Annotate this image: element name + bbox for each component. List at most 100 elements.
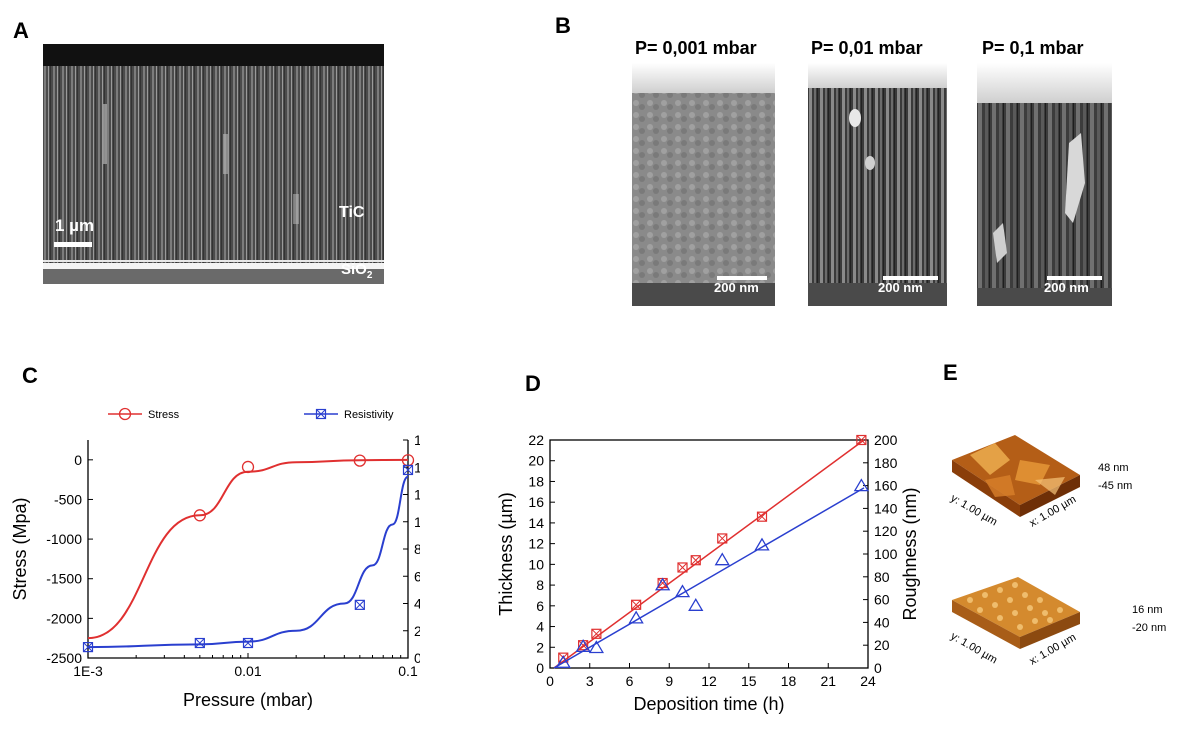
chart-c-y2-tick-label: 10: [414, 514, 420, 530]
chart-d-y2-tick-label: 80: [874, 569, 890, 585]
chart-c-series-0-curve: [87, 458, 409, 640]
chart-c-y-tick-label: -500: [54, 491, 82, 507]
scale-bar-label-b2: 200 nm: [878, 280, 923, 295]
sem-image-a: 1 µm TiC SiO2: [43, 44, 384, 284]
chart-d-y2-tick-label: 160: [874, 478, 898, 494]
chart-d-x-tick-label: 15: [741, 673, 757, 689]
chart-c-point: [241, 460, 255, 474]
afm-map-2-side-right: [1020, 612, 1080, 649]
chart-c-legend-marker: [118, 407, 132, 421]
chart-d-x-tick-label: 24: [860, 673, 876, 689]
chart-c-x-label: Pressure (mbar): [183, 690, 313, 710]
chart-d-y-tick-label: 16: [528, 494, 544, 510]
chart-d-y2-tick-label: 0: [874, 660, 882, 676]
chart-d-x-tick-label: 6: [626, 673, 634, 689]
chart-d-point: [591, 628, 602, 639]
panel-e-label: E: [943, 360, 958, 385]
chart-c-series-1-curve: [87, 475, 409, 649]
chart-d-y2-tick-label: 100: [874, 546, 898, 562]
chart-c-point: [354, 599, 365, 610]
chart-d-point: [754, 537, 770, 551]
chart-c-point: [402, 464, 414, 476]
chart-d-y-tick-label: 12: [528, 536, 544, 552]
sem-image-b1: 200 nm: [632, 63, 775, 306]
chart-c-legend-label: Resistivity: [344, 409, 394, 421]
chart-d-series-1-points: [555, 478, 870, 668]
chart-c-point: [353, 454, 366, 467]
chart-d-y-tick-label: 18: [528, 473, 544, 489]
chart-c-y-tick-label: 0: [74, 452, 82, 468]
chart-d-point: [631, 599, 642, 610]
chart-d-y-tick-label: 20: [528, 453, 544, 469]
chart-d: 0 3 6 9 12 15 18 21 2402468101214161820220204060…: [496, 432, 920, 714]
afm-2-z-max: 16 nm: [1132, 604, 1163, 616]
layer-label-sio2: SiO2: [341, 261, 373, 281]
chart-c-y2-tick-label: 2: [414, 623, 420, 639]
afm-map-2-side-left: [952, 600, 1020, 649]
chart-c-y-label: Stress (Mpa): [10, 497, 30, 600]
afm-1-z-min: -45 nm: [1098, 480, 1132, 492]
chart-c-legend-marker: [315, 408, 327, 420]
chart-d-x-tick-label: 12: [701, 673, 717, 689]
afm-2-y-axis: y: 1.00 µm: [949, 630, 1000, 666]
chart-c: 1E-3 0.01 0.10-500-1000-1500-2000-2500 0246…: [10, 407, 420, 710]
chart-d-y2-label: Roughness (nm): [900, 487, 920, 620]
chart-d-y2-tick-label: 60: [874, 592, 890, 608]
chart-d-y2-tick-label: 180: [874, 455, 898, 471]
sem-image-b2: 200 nm: [808, 63, 947, 306]
chart-d-point: [674, 584, 691, 598]
sem-image-b3-texture: [977, 63, 1112, 306]
chart-d-y-tick-label: 4: [536, 619, 544, 635]
chart-d-point: [555, 655, 571, 668]
chart-c-legend-label: Stress: [148, 409, 180, 421]
chart-d-point: [628, 610, 644, 624]
chart-d-series-0-fit: [553, 439, 865, 669]
chart-c-y-tick-label: -2500: [46, 650, 82, 666]
panel-d-label: D: [525, 371, 541, 396]
chart-d-point: [654, 577, 671, 591]
sem-image-b2-texture: [808, 63, 947, 306]
chart-c-point: [194, 637, 205, 649]
chart-d-y2-tick-label: 200: [874, 432, 898, 448]
chart-c-x-tick-label: 0.01: [234, 663, 261, 679]
sem-b1-title: P= 0,001 mbar: [635, 38, 757, 58]
chart-d-x-label: Deposition time (h): [633, 694, 784, 714]
chart-d-series-1-fit: [553, 487, 865, 669]
chart-d-y2-tick-label: 120: [874, 523, 898, 539]
chart-c-series-1-points: [82, 464, 414, 653]
sem-image-b1-texture: [632, 63, 775, 306]
panel-a-label: A: [13, 18, 29, 43]
chart-d-point: [677, 562, 688, 573]
chart-d-y-tick-label: 14: [528, 515, 544, 531]
chart-c-y2-tick-label: 14: [414, 459, 420, 475]
chart-c-y2-tick-label: 12: [414, 487, 420, 503]
chart-d-point: [688, 598, 704, 611]
afm-map-1-side-right: [1020, 475, 1080, 517]
chart-d-y2-tick-label: 40: [874, 614, 890, 630]
panel-b-label: B: [555, 13, 571, 38]
afm-map-2: [952, 577, 1080, 649]
scale-bar-label-b1: 200 nm: [714, 280, 759, 295]
chart-d-y-tick-label: 10: [528, 556, 544, 572]
chart-c-y-tick-label: -1500: [46, 571, 82, 587]
sem-b3-title: P= 0,1 mbar: [982, 38, 1084, 58]
chart-d-point: [717, 533, 728, 544]
chart-d-point: [588, 640, 605, 654]
chart-d-y-tick-label: 2: [536, 639, 544, 655]
chart-d-x-tick-label: 9: [665, 673, 673, 689]
scale-bar-label-b3: 200 nm: [1044, 280, 1089, 295]
chart-d-y-tick-label: 0: [536, 660, 544, 676]
scale-bar-label-a: 1 µm: [55, 216, 95, 235]
chart-d-point: [714, 552, 730, 566]
sem-image-a-texture: [43, 44, 384, 284]
chart-d-x-tick-label: 3: [586, 673, 594, 689]
chart-d-y-label: Thickness (µm): [496, 492, 516, 615]
chart-c-y2-tick-label: 6: [414, 568, 420, 584]
panel-c-label: C: [22, 363, 38, 388]
chart-c-point: [242, 637, 254, 649]
chart-d-y2-tick-label: 140: [874, 500, 898, 516]
chart-d-point: [853, 478, 870, 492]
afm-map-1: [952, 435, 1080, 517]
chart-c-y-tick-label: -2000: [46, 610, 82, 626]
afm-maps: 48 nm -45 nm y: 1.00 µm x: 1.00 µm 16 nm…: [949, 435, 1166, 668]
